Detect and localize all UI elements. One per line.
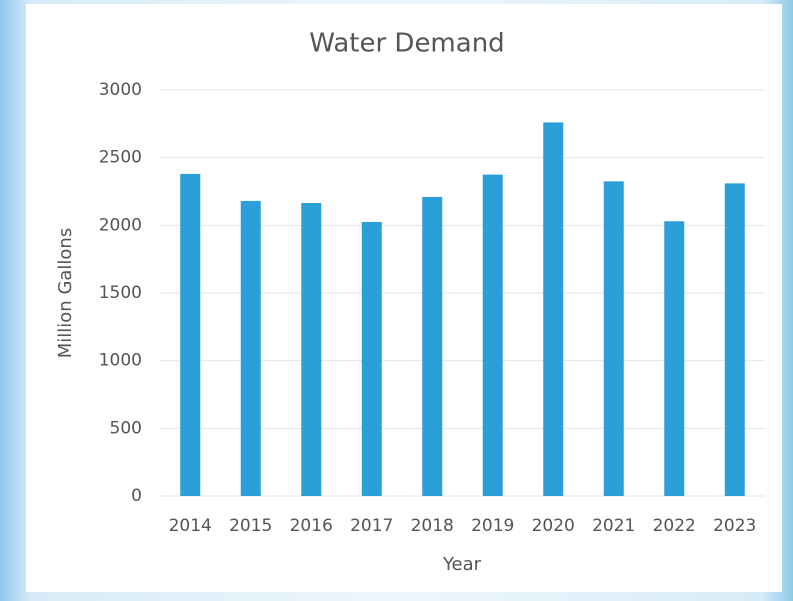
bar [724,183,745,496]
bar [422,196,443,496]
x-tick-label: 2016 [290,516,333,536]
bar [664,221,685,497]
bar [240,200,261,496]
x-tick-label: 2018 [411,516,454,536]
y-tick-label: 2000 [99,215,142,235]
y-tick-label: 2500 [99,148,142,168]
y-tick-label: 500 [110,418,142,438]
x-axis-title: Year [442,554,482,575]
chart-title: Water Demand [309,29,504,59]
x-tick-label: 2014 [169,516,212,536]
x-tick-label: 2021 [592,516,635,536]
y-axis-title: Million Gallons [55,228,76,358]
x-tick-label: 2015 [229,516,272,536]
chart-background [26,4,782,592]
bar [361,221,382,496]
bar [543,122,564,496]
y-tick-label: 3000 [99,80,142,100]
x-tick-label: 2023 [713,516,756,536]
y-tick-label: 1000 [99,351,142,371]
bar [482,174,503,497]
x-tick-label: 2017 [350,516,393,536]
bar [603,181,624,496]
x-tick-label: 2019 [471,516,514,536]
x-tick-label: 2020 [532,516,575,536]
x-tick-label: 2022 [653,516,696,536]
bar [301,203,322,496]
y-tick-label: 1500 [99,283,142,303]
bar [180,173,201,496]
y-tick-label: 0 [131,486,142,506]
